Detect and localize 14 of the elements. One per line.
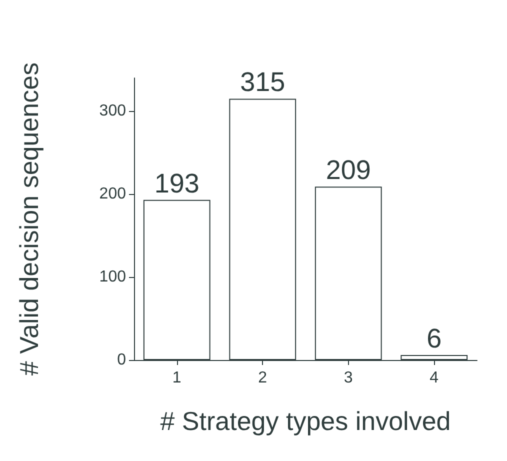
data-label: 6 bbox=[426, 324, 442, 354]
y-tick-label: 200 bbox=[99, 186, 126, 203]
data-label: 193 bbox=[154, 168, 200, 198]
y-axis-title: # Valid decision sequences bbox=[14, 62, 44, 376]
x-axis-title: # Strategy types involved bbox=[160, 406, 451, 436]
x-tick-label: 3 bbox=[344, 370, 353, 386]
y-tick-label: 0 bbox=[117, 352, 126, 368]
y-tick-label: 300 bbox=[99, 102, 126, 120]
x-tick-label: 4 bbox=[430, 370, 439, 386]
data-label: 209 bbox=[326, 155, 371, 186]
y-tick-label: 100 bbox=[99, 268, 126, 286]
data-label: 315 bbox=[240, 67, 286, 98]
x-tick-label: 1 bbox=[172, 370, 182, 386]
x-tick-label: 2 bbox=[258, 370, 268, 386]
